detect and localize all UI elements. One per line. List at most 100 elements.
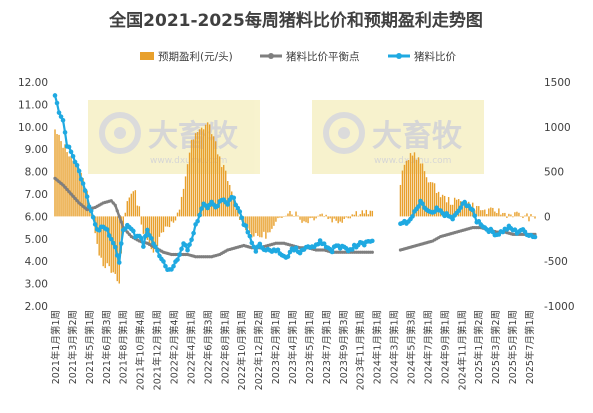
ratio-point [70, 153, 76, 159]
profit-bar [178, 209, 181, 217]
breakeven-point [125, 230, 129, 234]
profit-bar [478, 206, 480, 217]
profit-bar [80, 172, 82, 217]
x-axis-tick-label: 2025年7月第1周 [524, 310, 536, 384]
profit-bar [301, 216, 303, 223]
ratio-point [237, 209, 243, 214]
profit-bar [339, 216, 341, 222]
right-axis-tick-label: -1000 [544, 301, 575, 313]
profit-bar [62, 147, 64, 217]
ratio-point [187, 242, 192, 247]
x-axis-tick-label: 2025年5月第1周 [507, 310, 519, 384]
ratio-point [287, 249, 293, 255]
ratio-point [245, 229, 251, 235]
left-axis-tick-label: 12.00 [18, 77, 48, 89]
profit-bar [466, 202, 468, 217]
x-axis-tick-label: 2021年10月第4周 [135, 310, 147, 390]
breakeven-point [71, 194, 75, 198]
x-axis-tick-label: 2025年3月第2周 [490, 310, 502, 384]
profit-bar [437, 191, 440, 217]
profit-bar [108, 216, 110, 267]
x-axis-tick-label: 2022年6月第3周 [202, 310, 214, 384]
profit-bar [170, 216, 173, 222]
profit-bar [102, 216, 104, 267]
breakeven-point [113, 203, 117, 207]
profit-bar [231, 191, 233, 217]
profit-bar [186, 164, 189, 217]
profit-bar [526, 213, 528, 217]
profit-bar [100, 216, 102, 258]
profit-bar [281, 216, 283, 218]
profit-bar [445, 202, 448, 217]
x-axis-tick-label: 2023年5月第1周 [304, 310, 316, 384]
profit-bar [299, 216, 301, 220]
profit-bar [335, 216, 337, 221]
profit-bar [313, 216, 315, 221]
right-axis-tick-label: -500 [544, 256, 568, 268]
profit-bar [60, 141, 62, 217]
ratio-point [293, 245, 299, 251]
ratio-point [432, 209, 437, 215]
ratio-point [139, 235, 144, 241]
profit-bar [279, 216, 281, 218]
profit-bar [439, 197, 442, 217]
profit-bar [423, 171, 426, 217]
profit-bar [327, 216, 329, 220]
profit-bar [223, 164, 225, 217]
breakeven-point [109, 199, 113, 203]
profit-bar [116, 216, 118, 282]
profit-bar [315, 216, 317, 219]
profit-bar [184, 176, 187, 217]
x-axis-tick-label: 2021年8月第1周 [118, 310, 130, 384]
breakeven-point [61, 183, 65, 187]
ratio-point [512, 227, 518, 232]
breakeven-point [115, 209, 119, 213]
ratio-point [361, 242, 367, 248]
profit-bar [461, 204, 464, 217]
profit-bar [498, 208, 500, 217]
right-axis: -1000 -500 0 500 1000 1500 [544, 77, 575, 313]
profit-bar [349, 216, 351, 219]
profit-bar [64, 144, 66, 217]
x-axis-tick-label: 2021年3月第2周 [67, 310, 79, 384]
ratio-point [197, 212, 202, 218]
profit-bar [449, 204, 452, 217]
ratio-series [52, 93, 538, 273]
ratio-point [62, 130, 68, 135]
profit-bar [482, 210, 484, 217]
right-axis-tick-label: 1500 [544, 77, 571, 89]
profit-bar [369, 210, 372, 217]
ratio-point [114, 253, 120, 258]
x-axis-tick-label: 2024年11月第1周 [456, 310, 468, 390]
ratio-point [175, 257, 180, 262]
profit-bar [214, 141, 217, 217]
profit-bar [158, 216, 161, 237]
ratio-point [247, 233, 253, 239]
profit-bar [124, 212, 126, 217]
profit-bar [496, 213, 498, 217]
ratio-point [76, 168, 82, 174]
profit-bar [355, 211, 357, 217]
profit-bar [399, 184, 402, 217]
profit-bar [150, 216, 153, 250]
profit-bar [277, 216, 279, 219]
profit-bar [329, 216, 331, 219]
profit-bar [247, 216, 249, 229]
x-axis-tick-label: 2024年5月第3周 [406, 310, 418, 384]
x-axis-tick-label: 2022年2月第4周 [169, 310, 181, 384]
breakeven-point [67, 190, 71, 194]
ratio-point [54, 100, 60, 106]
ratio-point [153, 244, 158, 250]
ratio-point [235, 205, 241, 211]
profit-bar [273, 216, 275, 226]
ratio-point [82, 188, 88, 193]
profit-bar [317, 215, 319, 217]
ratio-point [58, 114, 64, 119]
profit-bar [233, 199, 235, 217]
profit-bar [180, 196, 183, 217]
ratio-point [472, 213, 478, 219]
profit-bar [78, 173, 80, 217]
ratio-point [177, 252, 182, 258]
profit-bar [120, 216, 122, 254]
profit-bar [255, 216, 257, 234]
